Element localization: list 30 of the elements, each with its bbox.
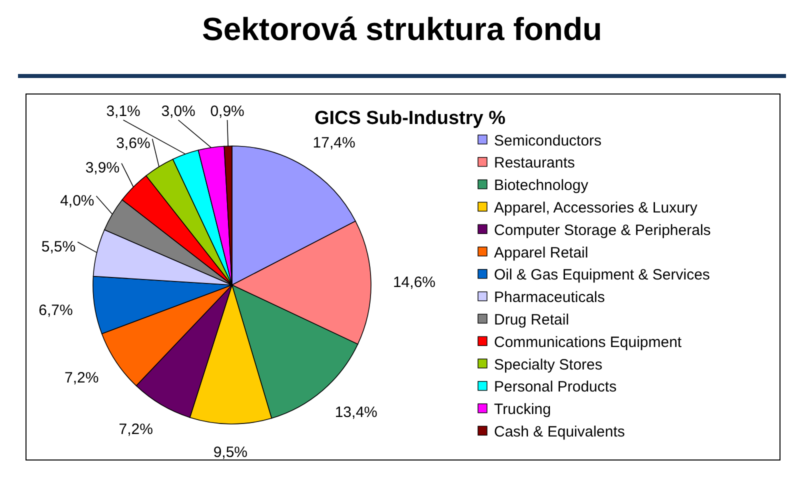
data-label: 13,4% xyxy=(334,404,378,421)
data-label: 3,6% xyxy=(116,135,150,152)
data-label: 17,4% xyxy=(312,134,356,152)
legend-label: Oil & Gas Equipment & Services xyxy=(494,266,710,284)
legend-label: Computer Storage & Peripherals xyxy=(494,222,711,239)
data-label: 14,6% xyxy=(392,274,436,292)
data-label: 3,1% xyxy=(106,103,140,120)
data-label: 3,9% xyxy=(85,160,120,177)
data-label: 5,5% xyxy=(41,238,76,256)
legend-label: Restaurants xyxy=(494,154,575,172)
data-label: 6,7% xyxy=(38,302,73,319)
legend-label: Specialty Stores xyxy=(494,356,602,374)
data-label: 3,0% xyxy=(161,103,196,120)
data-label: 9,5% xyxy=(213,444,248,462)
legend-label: Drug Retail xyxy=(494,311,570,328)
legend-label: Communications Equipment xyxy=(494,334,682,351)
data-label: 7,2% xyxy=(118,420,153,438)
legend-label: Trucking xyxy=(494,401,551,418)
data-label: 4,0% xyxy=(60,192,94,210)
legend-label: Semiconductors xyxy=(494,132,602,150)
legend-label: Apparel Retail xyxy=(494,244,588,262)
chart-subtitle: GICS Sub-Industry % xyxy=(314,108,506,129)
legend-label: Pharmaceuticals xyxy=(494,289,605,306)
legend-label: Cash & Equivalents xyxy=(494,423,625,440)
chart-title: Sektorová struktura fondu xyxy=(202,11,602,47)
legend-label: Apparel, Accessories & Luxury xyxy=(494,199,698,216)
legend-label: Personal Products xyxy=(494,378,617,396)
data-label: 0,9% xyxy=(210,103,244,120)
legend-label: Biotechnology xyxy=(494,177,589,194)
data-label: 7,2% xyxy=(64,369,99,386)
